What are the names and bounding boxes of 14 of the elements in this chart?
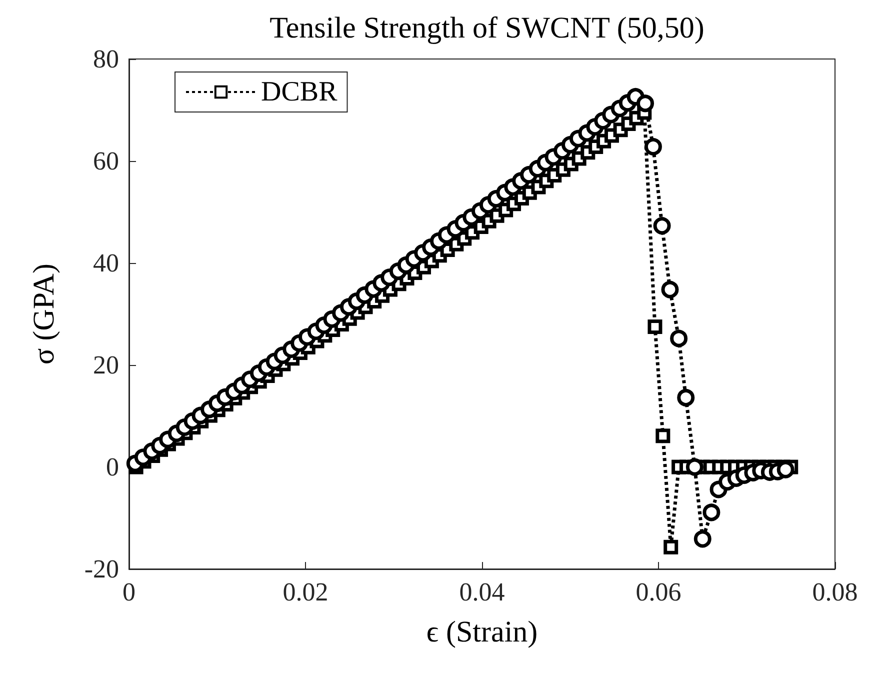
x-tick-label: 0.02: [282, 578, 328, 606]
y-tick-label: -20: [84, 554, 119, 584]
chart-title: Tensile Strength of SWCNT (50,50): [270, 12, 704, 44]
y-tick-label: 40: [93, 248, 119, 278]
y-tick-label: 60: [93, 146, 119, 176]
legend-label: DCBR: [261, 76, 338, 108]
y-tick-label: 0: [106, 452, 119, 482]
y-tick-label: 80: [93, 44, 119, 74]
y-tick-label: 20: [93, 350, 119, 380]
x-tick-label: 0.06: [636, 578, 682, 606]
x-tick-label: 0.08: [812, 578, 858, 606]
x-axis-title: ϵ (Strain): [426, 616, 538, 648]
y-axis-title: σ (GPA): [28, 264, 60, 364]
x-tick-label: 0.04: [459, 578, 505, 606]
